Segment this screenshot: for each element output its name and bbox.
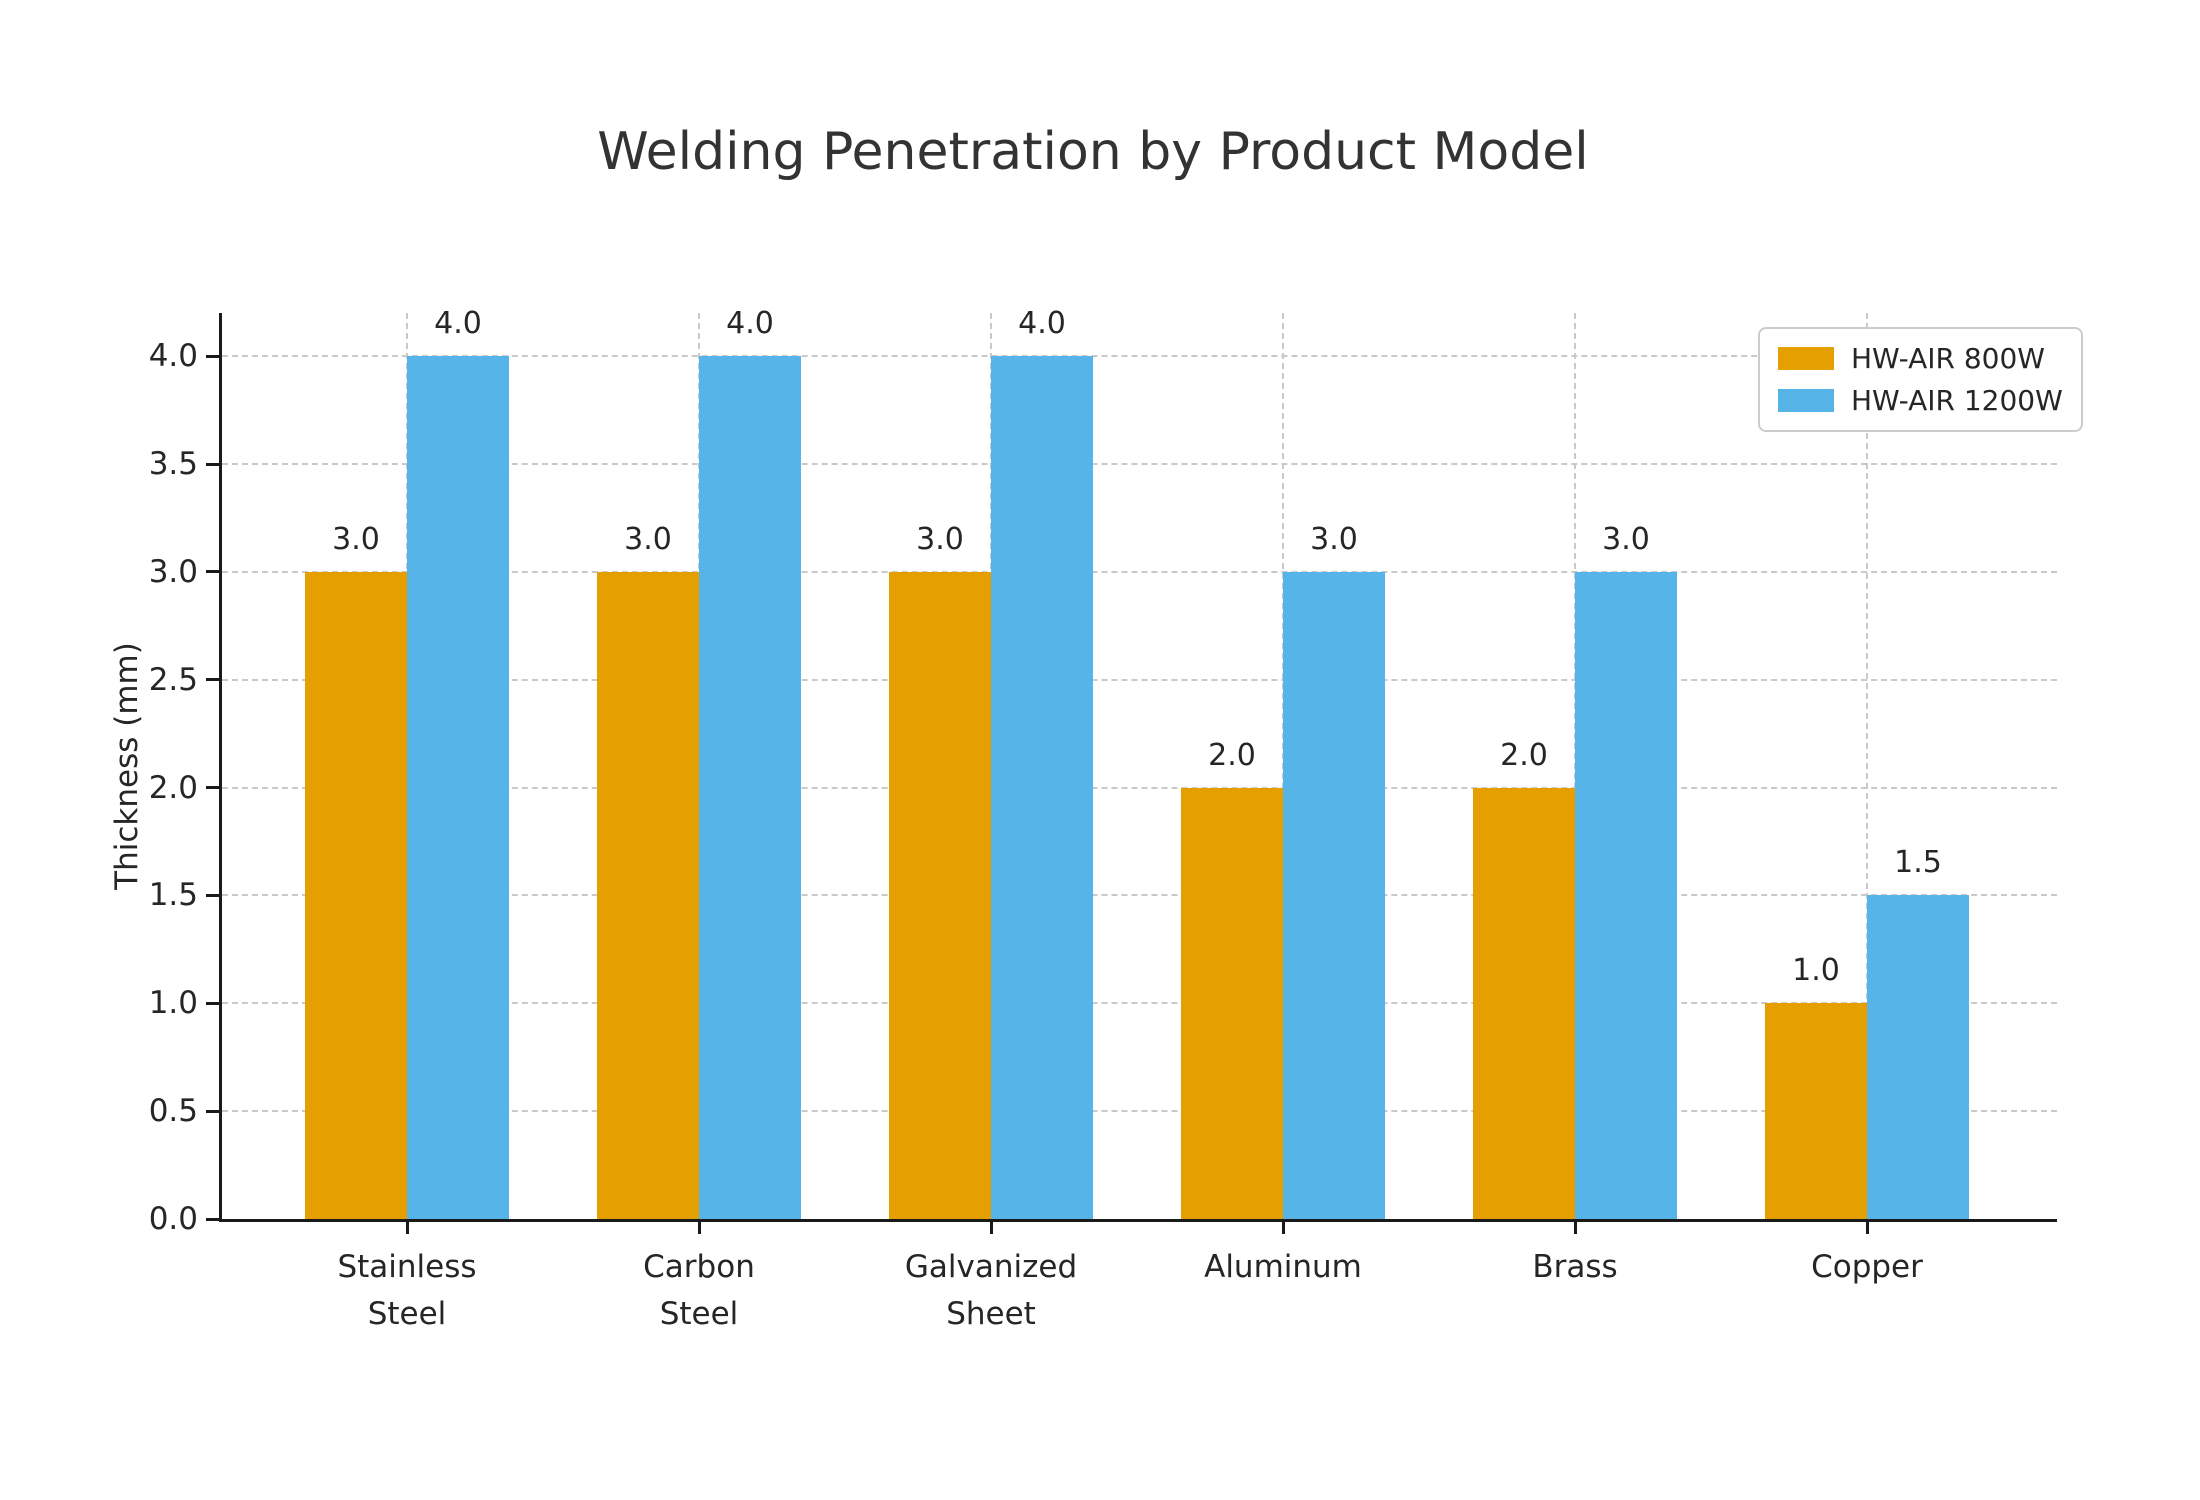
x-tick-label-galvanized-sheet: Galvanized Sheet bbox=[851, 1244, 1131, 1338]
x-tick-mark bbox=[697, 1222, 701, 1234]
legend-label: HW-AIR 1200W bbox=[1851, 384, 2063, 417]
x-axis-spine bbox=[219, 1219, 2057, 1222]
y-tick-label: 4.0 bbox=[148, 338, 198, 375]
y-tick-mark bbox=[206, 893, 219, 897]
y-tick-label: 0.5 bbox=[148, 1093, 198, 1130]
y-tick-mark bbox=[206, 462, 219, 466]
bar-hw-air-800w-carbon-steel bbox=[597, 571, 699, 1219]
bar-value-label: 2.0 bbox=[1500, 737, 1548, 773]
y-tick-mark bbox=[206, 678, 219, 682]
gridline-horizontal bbox=[222, 894, 2057, 897]
y-tick-mark bbox=[206, 1217, 219, 1221]
x-tick-label-line: Steel bbox=[367, 1296, 447, 1332]
y-tick-mark bbox=[206, 1109, 219, 1113]
legend-row-hw-air-800w: HW-AIR 800W bbox=[1778, 342, 2063, 375]
bar-value-label: 2.0 bbox=[1208, 737, 1256, 773]
bar-value-label: 4.0 bbox=[434, 306, 482, 342]
y-tick-label: 2.0 bbox=[148, 769, 198, 806]
x-tick-label-line: Sheet bbox=[946, 1296, 1036, 1332]
gridline-horizontal bbox=[222, 463, 2057, 465]
gridline-horizontal bbox=[222, 355, 2057, 358]
x-tick-mark bbox=[1281, 1222, 1285, 1234]
bar-hw-air-800w-brass bbox=[1473, 787, 1575, 1219]
bar-hw-air-1200w-stainless-steel bbox=[407, 356, 509, 1219]
bar-hw-air-1200w-aluminum bbox=[1283, 571, 1385, 1219]
x-tick-label-line: Galvanized bbox=[904, 1249, 1078, 1285]
gridline-horizontal bbox=[222, 786, 2057, 789]
y-tick-mark bbox=[206, 786, 219, 790]
x-tick-mark bbox=[1865, 1222, 1869, 1234]
y-tick-mark bbox=[206, 1001, 219, 1005]
bar-hw-air-800w-galvanized-sheet bbox=[889, 571, 991, 1219]
y-tick-mark bbox=[206, 570, 219, 574]
bar-value-label: 3.0 bbox=[1310, 521, 1358, 557]
x-tick-label-copper: Copper bbox=[1727, 1244, 2007, 1291]
chart-title: Welding Penetration by Product Model bbox=[597, 122, 1589, 182]
legend-swatch-hw-air-1200w bbox=[1778, 389, 1834, 412]
bar-value-label: 3.0 bbox=[916, 521, 964, 557]
y-tick-mark bbox=[206, 354, 219, 358]
x-tick-label-line: Brass bbox=[1532, 1249, 1618, 1285]
gridline-horizontal bbox=[222, 678, 2057, 681]
bar-hw-air-1200w-copper bbox=[1867, 895, 1969, 1219]
x-tick-label-line: Copper bbox=[1811, 1249, 1923, 1285]
y-tick-label: 1.0 bbox=[148, 985, 198, 1022]
y-tick-label: 3.0 bbox=[148, 553, 198, 590]
bar-value-label: 1.5 bbox=[1894, 845, 1942, 881]
y-tick-label: 2.5 bbox=[148, 661, 198, 698]
gridline-horizontal bbox=[222, 570, 2057, 573]
y-tick-label: 0.0 bbox=[148, 1201, 198, 1237]
bar-hw-air-1200w-carbon-steel bbox=[699, 356, 801, 1219]
bar-hw-air-800w-copper bbox=[1765, 1003, 1867, 1219]
bar-hw-air-1200w-brass bbox=[1575, 571, 1677, 1219]
y-tick-label: 1.5 bbox=[148, 877, 198, 914]
bar-value-label: 3.0 bbox=[624, 521, 672, 557]
x-tick-label-line: Stainless bbox=[337, 1249, 477, 1285]
x-tick-label-line: Aluminum bbox=[1204, 1249, 1362, 1285]
bar-value-label: 3.0 bbox=[1602, 521, 1650, 557]
bar-hw-air-1200w-galvanized-sheet bbox=[991, 356, 1093, 1219]
y-axis-spine bbox=[219, 313, 222, 1222]
x-tick-label-line: Carbon bbox=[643, 1249, 755, 1285]
bar-value-label: 3.0 bbox=[332, 521, 380, 557]
bar-hw-air-800w-stainless-steel bbox=[305, 571, 407, 1219]
x-tick-label-aluminum: Aluminum bbox=[1143, 1244, 1423, 1291]
x-tick-label-brass: Brass bbox=[1435, 1244, 1715, 1291]
x-tick-label-carbon-steel: Carbon Steel bbox=[559, 1244, 839, 1338]
legend-row-hw-air-1200w: HW-AIR 1200W bbox=[1778, 384, 2063, 417]
bar-value-label: 1.0 bbox=[1792, 953, 1840, 989]
x-tick-mark bbox=[989, 1222, 993, 1234]
x-tick-label-line: Steel bbox=[659, 1296, 739, 1332]
bar-hw-air-800w-aluminum bbox=[1181, 787, 1283, 1219]
x-tick-mark bbox=[1573, 1222, 1577, 1234]
gridline-horizontal bbox=[222, 1110, 2057, 1113]
legend: HW-AIR 800W HW-AIR 1200W bbox=[1758, 327, 2083, 432]
bar-value-label: 4.0 bbox=[726, 306, 774, 342]
x-tick-mark bbox=[405, 1222, 409, 1234]
bar-value-label: 4.0 bbox=[1018, 306, 1066, 342]
gridline-vertical bbox=[1866, 313, 1868, 1219]
gridline-horizontal bbox=[222, 1002, 2057, 1005]
legend-swatch-hw-air-800w bbox=[1778, 347, 1834, 370]
legend-label: HW-AIR 800W bbox=[1851, 342, 2045, 375]
y-tick-label: 3.5 bbox=[148, 446, 198, 482]
x-tick-label-stainless-steel: Stainless Steel bbox=[267, 1244, 547, 1338]
